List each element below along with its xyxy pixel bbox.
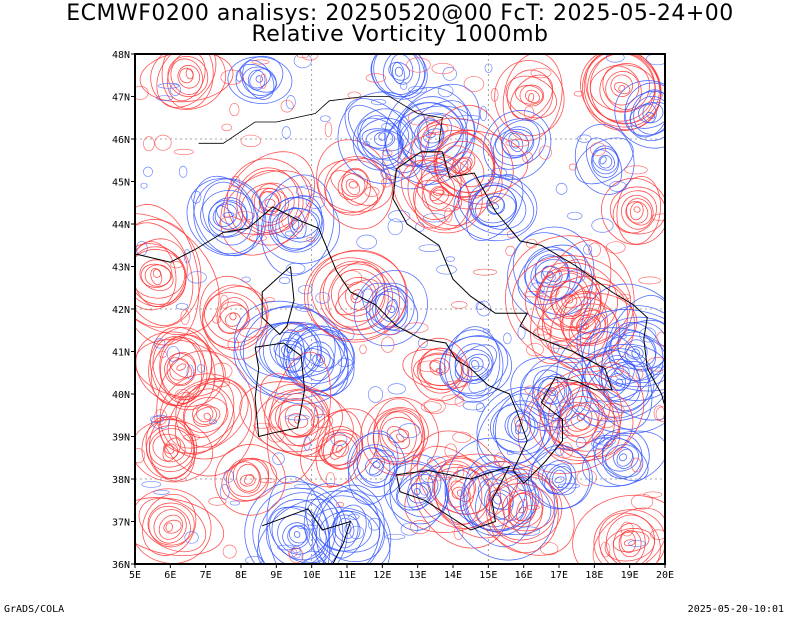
x-tick-label: 6E [164,570,176,581]
y-axis: 36N 37N 38N 39N 40N 41N 42N 43N 44N 45N 46N 47N 48N [112,50,135,571]
x-tick-label: 10E [303,570,321,581]
y-tick-label: 46N [112,135,130,146]
credit-label: GrADS/COLA [4,604,65,615]
y-tick-label: 40N [112,390,130,401]
x-axis: 5E 6E 7E 8E 9E 10E 11E 12E 13E 14E 15E 16E 17E 18E 19E… [129,564,674,581]
x-tick-label: 7E [200,570,212,581]
x-tick-label: 15E [479,570,497,581]
plot-area [135,54,665,564]
x-tick-label: 18E [585,570,603,581]
x-tick-label: 19E [621,570,639,581]
y-tick-label: 45N [112,178,130,189]
timestamp-label: 2025-05-20-10:01 [687,604,784,615]
y-tick-label: 37N [112,518,130,529]
chart-subtitle: Relative Vorticity 1000mb [251,22,549,47]
x-tick-label: 11E [338,570,356,581]
coastline [135,96,665,564]
x-tick-label: 16E [515,570,533,581]
x-tick-label: 13E [409,570,427,581]
chart-title: ECMWF0200 analisys: 20250520@00 FcT: 202… [66,1,734,26]
y-tick-label: 36N [112,560,130,571]
x-tick-label: 5E [129,570,141,581]
x-tick-label: 9E [270,570,282,581]
x-tick-label: 8E [235,570,247,581]
y-tick-label: 38N [112,475,130,486]
y-tick-label: 43N [112,263,130,274]
y-tick-label: 39N [112,433,130,444]
x-tick-label: 12E [373,570,391,581]
x-tick-label: 20E [656,570,674,581]
y-tick-label: 42N [112,305,130,316]
x-tick-label: 14E [444,570,462,581]
x-tick-label: 17E [550,570,568,581]
y-tick-label: 44N [112,220,130,231]
y-tick-label: 41N [112,348,130,359]
y-tick-label: 48N [112,50,130,61]
y-tick-label: 47N [112,93,130,104]
